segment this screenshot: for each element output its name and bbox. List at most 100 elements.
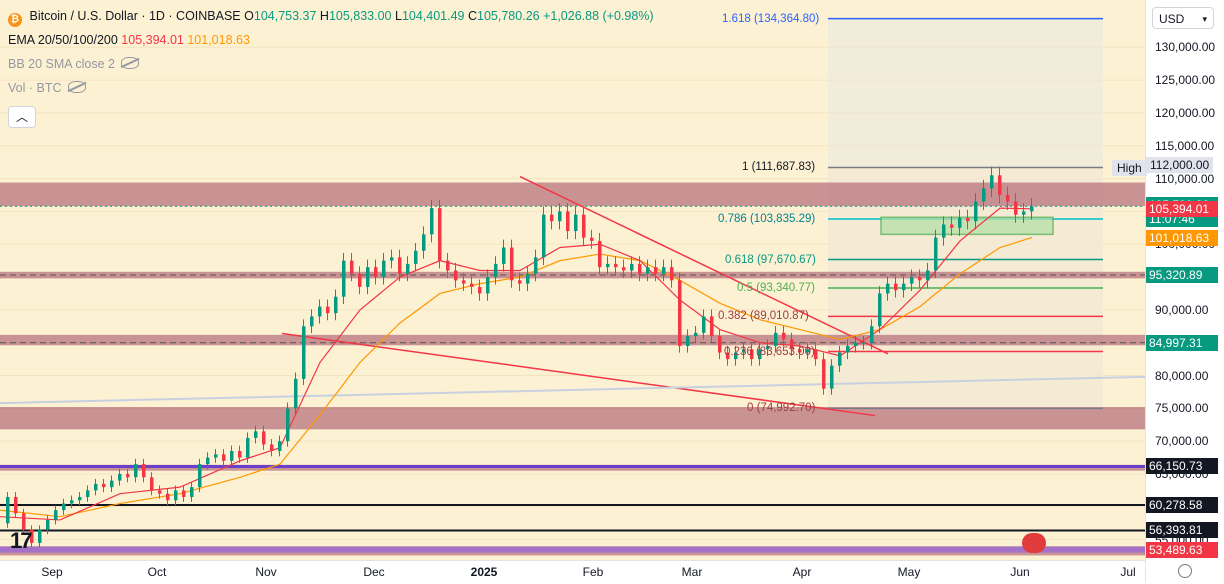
ema-name: EMA 20/50/100/200 bbox=[8, 33, 118, 47]
price-tick-label: 70,000.00 bbox=[1155, 434, 1209, 449]
fib-level-label: 0 (74,992.70) bbox=[747, 402, 816, 415]
candle-body bbox=[198, 464, 202, 488]
candle-body bbox=[958, 217, 962, 228]
hidden-eye-icon[interactable] bbox=[121, 57, 140, 69]
collapse-legend-button[interactable]: ︿ bbox=[8, 106, 36, 128]
candle-body bbox=[742, 349, 746, 353]
candle-body bbox=[54, 510, 58, 520]
candle-body bbox=[1030, 206, 1034, 212]
candle-body bbox=[382, 260, 386, 278]
symbol-header: ₿ Bitcoin / U.S. Dollar · 1D · COINBASE … bbox=[8, 9, 654, 27]
flag-icon[interactable] bbox=[1022, 533, 1046, 553]
candle-body bbox=[222, 454, 226, 461]
time-tick-label: Oct bbox=[147, 565, 167, 579]
candle-body bbox=[990, 175, 994, 189]
candle-body bbox=[534, 257, 538, 274]
candle-body bbox=[470, 283, 474, 287]
candle-body bbox=[614, 263, 618, 268]
candle-body bbox=[622, 267, 626, 271]
candle-body bbox=[542, 214, 546, 258]
candle-body bbox=[678, 280, 682, 346]
candle-body bbox=[870, 326, 874, 343]
time-axis[interactable] bbox=[0, 560, 1145, 584]
candle-body bbox=[582, 214, 586, 238]
price-axis[interactable] bbox=[1145, 0, 1224, 583]
candle-body bbox=[694, 332, 698, 337]
fib-level-label: 1.618 (134,364.80) bbox=[722, 12, 820, 25]
price-label: 84,997.31 bbox=[1146, 334, 1218, 351]
candle-body bbox=[78, 496, 82, 501]
symbol-title[interactable]: Bitcoin / U.S. Dollar · 1D · COINBASE bbox=[29, 9, 241, 23]
candle-body bbox=[790, 339, 794, 350]
tradingview-logo[interactable]: 17 bbox=[10, 528, 33, 553]
candle-body bbox=[606, 263, 610, 268]
candle-body bbox=[518, 280, 522, 284]
candle-body bbox=[878, 293, 882, 327]
candle-body bbox=[254, 431, 258, 438]
price-label: 56,393.81 bbox=[1146, 522, 1218, 539]
ema-value-2: 101,018.63 bbox=[187, 33, 250, 47]
candle-body bbox=[230, 451, 234, 461]
candle-body bbox=[342, 260, 346, 297]
candle-body bbox=[318, 306, 322, 317]
candle-body bbox=[326, 306, 330, 314]
candle-body bbox=[246, 437, 250, 458]
candle-body bbox=[262, 431, 266, 445]
currency-value: USD bbox=[1159, 12, 1185, 26]
candle-body bbox=[278, 441, 282, 452]
candle-body bbox=[854, 342, 858, 346]
time-tick-label: Jun bbox=[1010, 565, 1030, 579]
price-tick-label: 120,000.00 bbox=[1155, 105, 1216, 120]
candle-body bbox=[310, 316, 314, 327]
high-price-label: 112,000.00 bbox=[1146, 157, 1214, 174]
ema-legend[interactable]: EMA 20/50/100/200 105,394.01 101,018.63 bbox=[8, 33, 250, 47]
candle-body bbox=[110, 480, 114, 488]
candle-body bbox=[374, 267, 378, 278]
candle-body bbox=[214, 454, 218, 458]
candle-body bbox=[182, 490, 186, 497]
time-tick-label: Jul bbox=[1120, 565, 1136, 579]
candle-body bbox=[590, 237, 594, 241]
candle-body bbox=[670, 267, 674, 281]
vol-legend[interactable]: Vol · BTC bbox=[8, 81, 86, 95]
candle-body bbox=[766, 345, 770, 350]
candle-body bbox=[774, 332, 778, 346]
resistance-zone bbox=[0, 407, 1145, 430]
candle-body bbox=[366, 267, 370, 287]
candle-body bbox=[750, 349, 754, 360]
candle-body bbox=[838, 352, 842, 366]
hidden-eye-icon[interactable] bbox=[67, 81, 86, 93]
candle-body bbox=[486, 277, 490, 294]
candle-body bbox=[630, 263, 634, 271]
candle-body bbox=[134, 464, 138, 478]
candle-body bbox=[270, 444, 274, 452]
price-label: 66,150.73 bbox=[1146, 458, 1218, 475]
candle-body bbox=[166, 493, 170, 501]
bb-legend[interactable]: BB 20 SMA close 2 bbox=[8, 57, 140, 71]
price-chart[interactable] bbox=[0, 0, 1145, 560]
candle-body bbox=[982, 188, 986, 202]
candle-body bbox=[190, 487, 194, 497]
candle-body bbox=[414, 250, 418, 264]
price-tick-label: 110,000.00 bbox=[1155, 171, 1215, 186]
resistance-zone bbox=[0, 334, 1145, 346]
currency-select[interactable]: USD ▾ bbox=[1152, 7, 1214, 29]
candle-body bbox=[550, 214, 554, 222]
fib-level-label: 0.382 (89,010.87) bbox=[718, 310, 809, 323]
candle-body bbox=[6, 496, 10, 524]
candle-body bbox=[1022, 211, 1026, 215]
candle-body bbox=[918, 277, 922, 281]
candle-body bbox=[910, 277, 914, 284]
time-tick-label: Nov bbox=[255, 565, 277, 579]
settings-gear-icon[interactable] bbox=[1178, 564, 1192, 578]
candle-body bbox=[118, 473, 122, 481]
candle-body bbox=[294, 378, 298, 409]
candle-body bbox=[574, 214, 578, 232]
candle-body bbox=[974, 201, 978, 222]
candle-body bbox=[798, 349, 802, 353]
candle-body bbox=[14, 496, 18, 514]
chart-plot-area[interactable] bbox=[0, 0, 1145, 560]
candle-body bbox=[950, 224, 954, 228]
resistance-zone bbox=[0, 182, 1145, 207]
candle-body bbox=[102, 483, 106, 488]
